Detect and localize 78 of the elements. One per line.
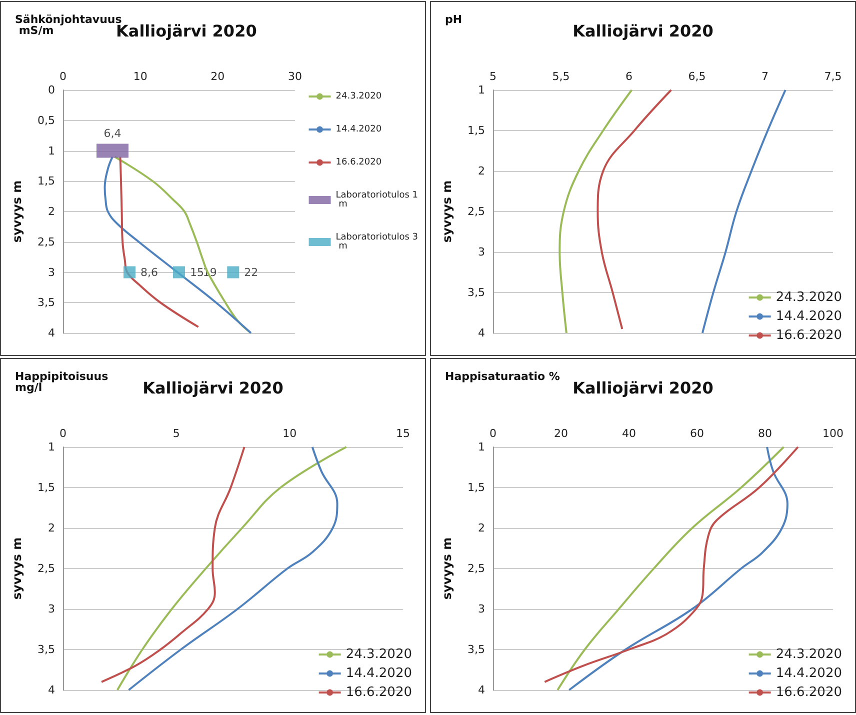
- x-tick-label: 40: [622, 427, 636, 440]
- legend-label: 14.4.2020: [776, 309, 842, 324]
- y-tick-label: 4: [48, 326, 55, 340]
- legend-label: 16.6.2020: [776, 685, 842, 700]
- y-tick-label: 4: [48, 684, 55, 696]
- x-tick-label: 6,5: [688, 70, 706, 83]
- y-tick-label: 1,5: [468, 124, 485, 137]
- data-label: 22: [244, 266, 258, 279]
- x-tick-label: 20: [554, 427, 568, 440]
- x-tick-label: 7: [762, 70, 768, 83]
- y-tick-label: 1: [48, 144, 55, 158]
- x-tick-label: 6: [626, 70, 632, 83]
- y-tick-label: 3: [478, 246, 485, 258]
- y-tick-label: 2: [478, 522, 485, 534]
- y-tick-label: 2: [478, 164, 485, 178]
- legend-label: 24.3.2020: [346, 647, 412, 662]
- chart-title: Kalliojärvi 2020: [572, 22, 714, 40]
- x-tick-label: 0: [60, 70, 66, 83]
- legend-label: Laboratoriotulos 3 m: [336, 232, 418, 252]
- y-axis-title: syvyys m: [440, 537, 454, 600]
- legend-label: 14.4.2020: [776, 666, 842, 681]
- y-tick-label: 2,5: [468, 205, 485, 218]
- y-tick-label: 3: [478, 602, 485, 616]
- x-tick-label: 0: [490, 427, 496, 440]
- chart-title: Kalliojärvi 2020: [142, 378, 284, 398]
- y-tick-label: 2,5: [38, 562, 55, 575]
- x-axis-title: pH: [445, 13, 462, 26]
- x-tick-label: 5: [490, 70, 496, 83]
- x-tick-label: 10: [282, 427, 297, 440]
- x-tick-label: 0: [60, 427, 66, 440]
- y-tick-label: 3,5: [468, 643, 485, 656]
- y-tick-label: 3,5: [38, 643, 55, 656]
- x-tick-label: 5,5: [552, 70, 570, 83]
- x-tick-label: 30: [288, 70, 302, 83]
- y-tick-label: 3,5: [468, 286, 485, 299]
- y-tick-label: 4: [478, 326, 485, 340]
- x-axis-title: Happisaturaatio %: [445, 370, 560, 383]
- y-tick-label: 2,5: [38, 235, 55, 248]
- y-tick-label: 3: [48, 602, 55, 616]
- y-tick-label: 4: [478, 684, 485, 696]
- legend-label: 16.6.2020: [346, 685, 412, 700]
- data-label: 15: [190, 266, 204, 279]
- x-tick-label: 10: [133, 70, 148, 83]
- y-tick-label: 1: [478, 440, 485, 454]
- legend-label: 14.4.2020: [346, 666, 412, 681]
- x-axis-title: Happipitoisuus mg/l: [15, 370, 112, 394]
- y-tick-label: 0,5: [38, 114, 55, 127]
- legend-label: 14.4.2020: [336, 124, 382, 134]
- y-axis-title: syvyys m: [10, 180, 24, 243]
- legend-label: 24.3.2020: [776, 647, 842, 662]
- legend-label: 24.3.2020: [776, 290, 842, 305]
- y-tick-label: 3,5: [38, 296, 55, 310]
- x-tick-label: 5: [172, 427, 180, 440]
- x-tick-label: 100: [822, 427, 844, 440]
- legend-label: 16.6.2020: [336, 158, 382, 168]
- x-tick-label: 15: [396, 427, 410, 440]
- data-label: 6,4: [104, 126, 122, 140]
- y-tick-label: 2,5: [468, 562, 485, 575]
- y-axis-title: syvyys m: [440, 180, 454, 243]
- y-tick-label: 1,5: [468, 481, 485, 494]
- y-tick-label: 1: [478, 84, 485, 96]
- data-label: 8,6: [140, 266, 158, 279]
- y-tick-label: 2: [48, 205, 55, 218]
- legend-label: 24.3.2020: [336, 92, 382, 102]
- legend-label: Laboratoriotulos 1 m: [336, 190, 418, 210]
- y-axis-title: syvyys m: [10, 537, 24, 600]
- legend-label: 16.6.2020: [776, 328, 842, 343]
- y-tick-label: 2: [48, 522, 55, 534]
- y-tick-label: 0: [48, 84, 55, 96]
- y-tick-label: 1,5: [38, 481, 55, 494]
- x-tick-label: 20: [210, 70, 225, 83]
- x-tick-label: 7,5: [824, 70, 842, 83]
- x-tick-label: 80: [758, 427, 772, 440]
- y-tick-label: 3: [48, 266, 55, 279]
- chart-title: Kalliojärvi 2020: [572, 378, 714, 398]
- y-tick-label: 1,5: [38, 174, 55, 188]
- x-tick-label: 60: [690, 427, 704, 440]
- y-tick-label: 1: [48, 440, 55, 454]
